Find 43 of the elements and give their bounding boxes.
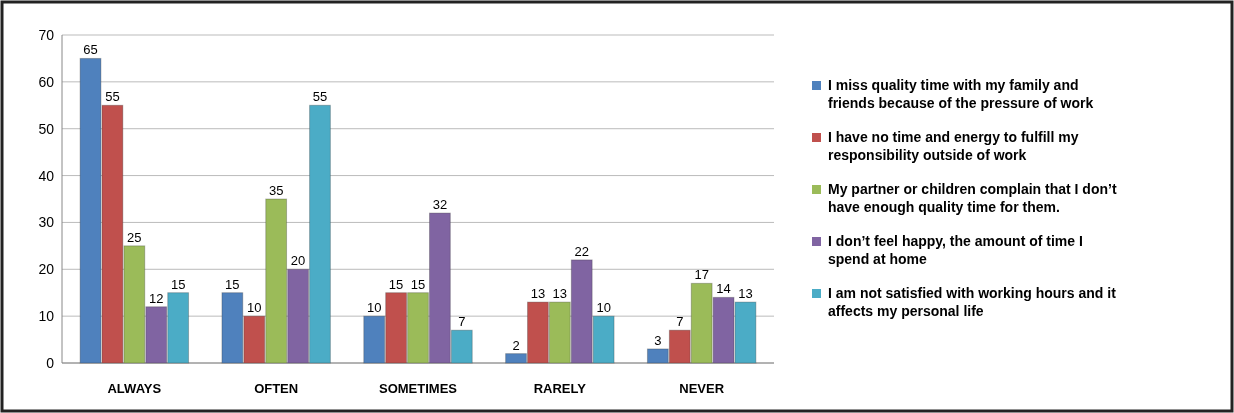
data-label: 20 bbox=[290, 253, 306, 269]
data-label: 65 bbox=[83, 42, 98, 58]
data-label: 10 bbox=[247, 300, 262, 316]
y-tick-label: 40 bbox=[38, 167, 55, 184]
data-label: 35 bbox=[268, 183, 284, 198]
data-label: 15 bbox=[388, 276, 404, 292]
y-tick-label: 50 bbox=[38, 120, 55, 137]
data-label: 7 bbox=[458, 314, 466, 330]
data-label: 22 bbox=[574, 243, 589, 259]
y-tick-label: 20 bbox=[38, 261, 55, 278]
x-tick-label: SOMETIMES bbox=[378, 381, 458, 396]
data-label: 7 bbox=[676, 314, 684, 330]
data-label: 15 bbox=[225, 276, 240, 292]
data-label: 13 bbox=[552, 286, 568, 302]
y-tick-label: 0 bbox=[46, 355, 55, 371]
data-label: 10 bbox=[596, 300, 611, 316]
legend-label: I am not satisfied with working hours and it affects my personal life bbox=[828, 285, 1117, 319]
x-tick-label: ALWAYS bbox=[107, 381, 162, 396]
x-tick-label: RARELY bbox=[533, 381, 587, 396]
y-tick-label: 70 bbox=[38, 27, 55, 43]
legend-label: I have no time and energy to fulfill my responsibility outside of work bbox=[828, 129, 1079, 163]
data-label: 17 bbox=[694, 267, 709, 283]
x-tick-label: NEVER bbox=[679, 381, 725, 396]
data-label: 25 bbox=[127, 229, 142, 245]
legend-label: I don’t feel happy, the amount of time I spend at home bbox=[828, 233, 1083, 267]
x-tick-label: OFTEN bbox=[254, 381, 299, 396]
data-label: 13 bbox=[738, 286, 753, 302]
data-label: 12 bbox=[149, 290, 164, 306]
y-tick-label: 60 bbox=[38, 73, 55, 90]
data-label: 32 bbox=[432, 197, 448, 213]
legend-label: My partner or children complain that I don’t have enough quality time for them. bbox=[828, 181, 1117, 215]
data-label: 13 bbox=[530, 286, 546, 302]
data-label: 3 bbox=[654, 332, 662, 348]
data-label: 15 bbox=[170, 276, 186, 292]
y-tick-label: 10 bbox=[38, 308, 55, 325]
y-tick-label: 30 bbox=[38, 214, 55, 231]
legend-label: I miss quality time with my family and friends because of the pressure of work bbox=[828, 77, 1094, 111]
data-label: 55 bbox=[105, 89, 120, 105]
data-label: 55 bbox=[312, 89, 328, 105]
data-label: 15 bbox=[410, 276, 426, 292]
data-label: 2 bbox=[512, 337, 520, 353]
data-label: 10 bbox=[366, 300, 382, 316]
data-label: 14 bbox=[716, 281, 731, 297]
